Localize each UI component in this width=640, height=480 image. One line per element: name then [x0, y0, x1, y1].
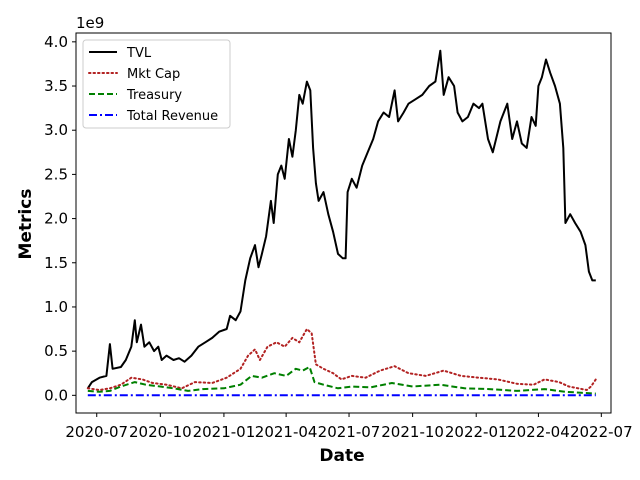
y-ticks: 0.0 0.5 1.0 1.5 2.0 2.5 3.0 3.5 4.0	[44, 33, 76, 404]
legend-label-tvl: TVL	[126, 46, 152, 61]
legend-box	[82, 39, 231, 129]
y-tick-label: 3.5	[44, 77, 68, 95]
y-offset-label: 1e9	[76, 14, 104, 32]
y-tick-label: 0.5	[44, 342, 68, 360]
x-tick-label: 2021-04	[255, 423, 318, 441]
y-tick-label: 2.5	[44, 165, 68, 183]
x-axis-label: Date	[319, 446, 364, 466]
x-tick-label: 2020-10	[129, 423, 192, 441]
y-tick-label: 4.0	[44, 33, 68, 51]
x-tick-label: 2021-07	[318, 423, 381, 441]
y-axis-label: Metrics	[16, 189, 36, 260]
y-tick-label: 2.0	[44, 210, 68, 228]
x-tick-label: 2021-10	[381, 423, 444, 441]
plot-frame	[75, 32, 612, 414]
series-layer	[86, 49, 597, 397]
series-line-mkt-cap	[86, 328, 597, 391]
x-tick-label: 2022-04	[507, 423, 570, 441]
x-tick-label: 2021-01	[193, 423, 256, 441]
legend-label-mkt-cap: Mkt Cap	[127, 67, 180, 82]
x-tick-label: 2022-07	[570, 423, 633, 441]
y-tick-label: 1.5	[44, 254, 68, 272]
y-tick-label: 3.0	[44, 121, 68, 139]
y-tick-label: 0.0	[44, 386, 68, 404]
x-tick-label: 2020-07	[65, 423, 128, 441]
x-ticks: 2020-07 2020-10 2021-01 2021-04 2021-07 2021-…	[65, 413, 633, 441]
legend-label-total-revenue: Total Revenue	[126, 109, 218, 124]
legend-label-treasury: Treasury	[126, 88, 182, 103]
series-line-tvl	[86, 49, 596, 389]
x-tick-label: 2022-01	[445, 423, 508, 441]
series-line-treasury	[87, 366, 596, 395]
y-tick-label: 1.0	[44, 298, 68, 316]
legend: TVL Mkt Cap Treasury Total Revenue	[82, 39, 231, 129]
